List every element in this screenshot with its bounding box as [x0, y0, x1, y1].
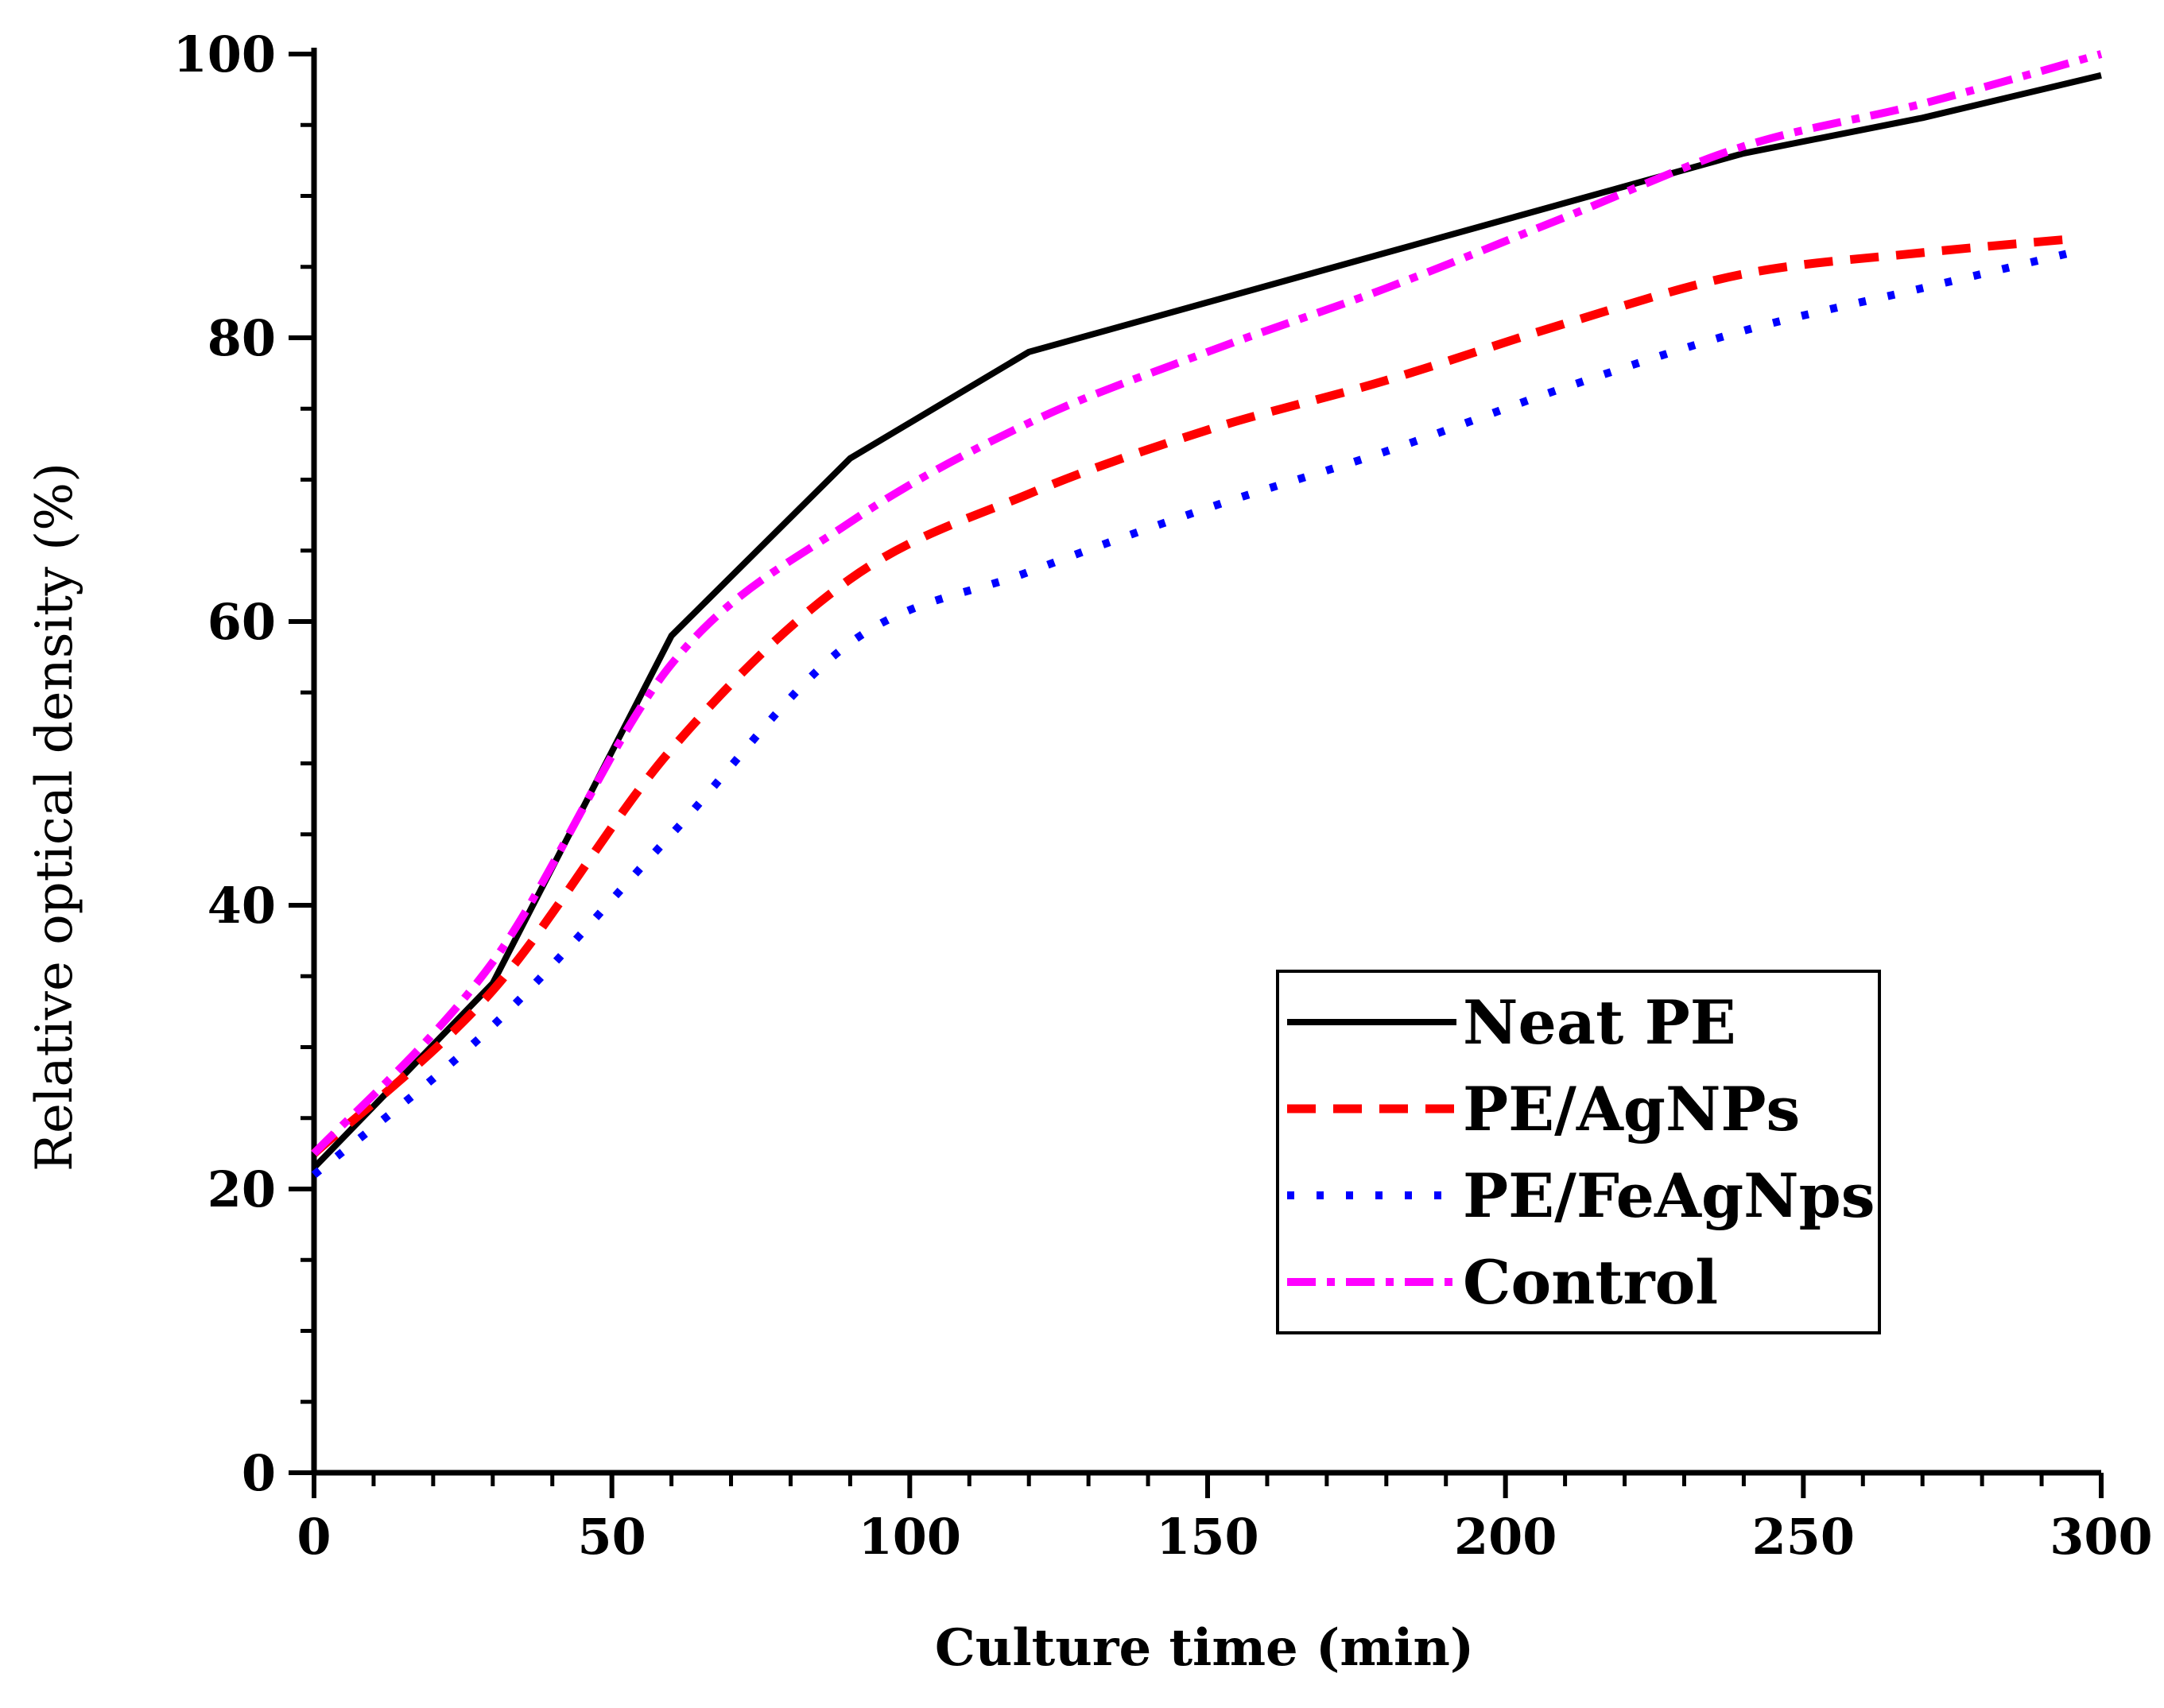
y-tick-label: 40: [207, 877, 276, 935]
x-tick-label: 300: [2050, 1508, 2152, 1566]
series-group: [311, 50, 2103, 1179]
x-tick-label: 200: [1454, 1508, 1557, 1566]
legend-box: [1276, 970, 1881, 1334]
legend-label-neat-pe: Neat PE: [1463, 987, 1736, 1058]
x-tick-label: 0: [297, 1508, 331, 1566]
tick-labels: 0 50 100 150 200 250 300 0 20 40 60 80 100: [173, 25, 2153, 1566]
legend-label-pe-agnps: PE/AgNPs: [1463, 1074, 1800, 1144]
legend-label-control: Control: [1463, 1247, 1718, 1318]
series-line-pe-agnps: [311, 234, 2078, 1157]
x-tick-label: 50: [578, 1508, 646, 1566]
y-tick-label: 80: [207, 309, 276, 367]
series-line-neat-pe: [312, 72, 2102, 1170]
y-tick-label: 20: [207, 1160, 276, 1218]
legend-label-pe-feagnps: PE/FeAgNps: [1463, 1160, 1875, 1231]
x-tick-label: 100: [859, 1508, 961, 1566]
x-tick-label: 150: [1156, 1508, 1258, 1566]
series-line-control: [311, 50, 2103, 1156]
y-tick-label: 100: [173, 25, 276, 83]
y-tick-label: 60: [207, 593, 276, 651]
axes: [289, 48, 2104, 1498]
x-tick-label: 250: [1752, 1508, 1855, 1566]
y-tick-label: 0: [242, 1444, 276, 1502]
legend: Neat PE PE/AgNPs PE/FeAgNps Control: [1276, 970, 1881, 1334]
y-axis-title: Relative optical density (%): [25, 463, 84, 1172]
series-line-pe-feagnps: [311, 249, 2073, 1179]
x-axis-title: Culture time (min): [935, 1618, 1474, 1678]
